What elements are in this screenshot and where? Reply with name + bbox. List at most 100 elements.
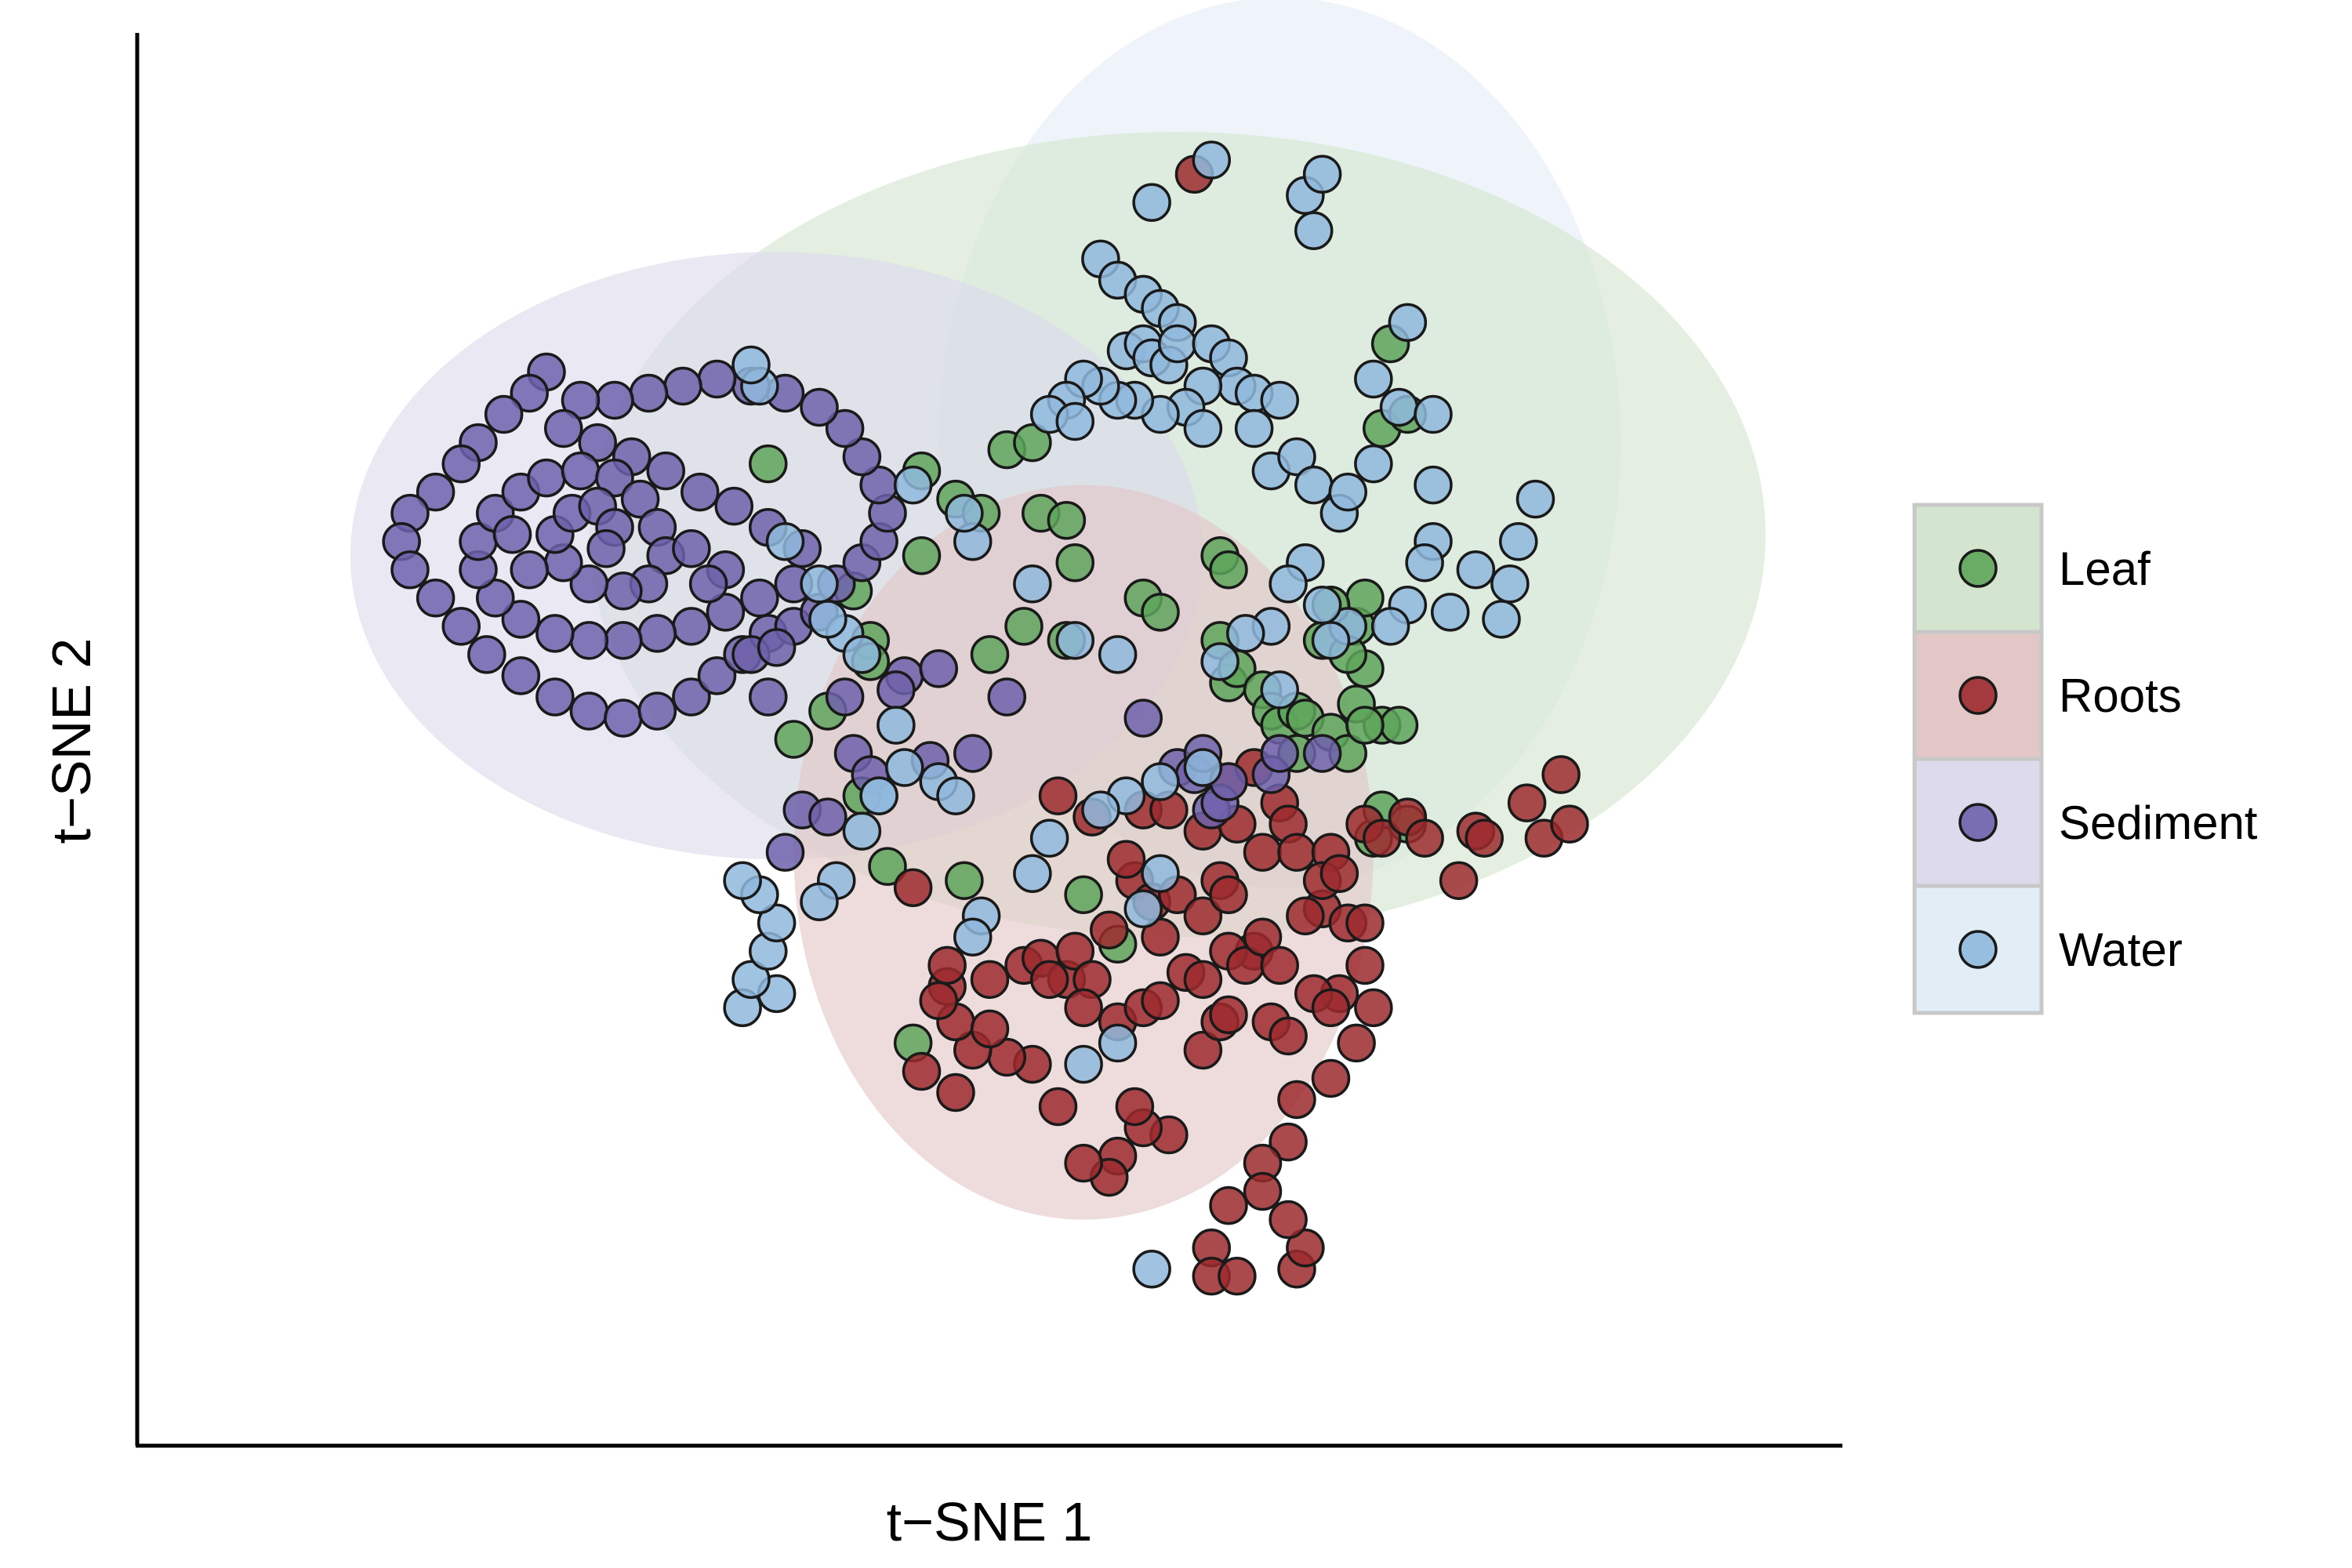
legend-marker-sediment (1958, 803, 1998, 842)
point-water (1431, 593, 1470, 632)
point-water (1158, 324, 1197, 364)
point-leaf (1345, 706, 1385, 745)
point-sediment (825, 677, 865, 717)
point-sediment (467, 635, 506, 674)
point-water (800, 564, 839, 604)
y-axis-label: t−SNE 2 (41, 638, 102, 844)
point-sediment (476, 579, 515, 618)
point-sediment (492, 514, 532, 554)
point-sediment (706, 593, 746, 632)
point-sediment (578, 423, 617, 463)
point-water (1123, 889, 1163, 928)
point-water (1328, 472, 1367, 512)
point-water (1055, 621, 1094, 660)
point-roots (1541, 755, 1581, 794)
point-sediment (544, 408, 583, 448)
point-water (1277, 437, 1316, 477)
point-sediment (1260, 734, 1299, 773)
point-sediment (586, 528, 626, 568)
point-water (1200, 642, 1240, 681)
point-water (842, 635, 882, 674)
point-sediment (757, 628, 797, 667)
point-roots (1090, 910, 1129, 950)
point-water (1302, 154, 1342, 194)
legend-marker-leaf (1958, 549, 1998, 588)
point-water (1370, 607, 1410, 646)
point-roots (1345, 946, 1385, 985)
legend-label-water: Water (2059, 924, 2183, 976)
point-water (1405, 543, 1444, 583)
point-water (953, 917, 993, 957)
point-sediment (595, 458, 634, 498)
point-roots (902, 1051, 942, 1091)
point-water (1055, 401, 1094, 441)
point-water (893, 465, 933, 505)
point-roots (1269, 1122, 1308, 1162)
point-sediment (646, 451, 685, 491)
point-roots (1319, 854, 1359, 893)
point-roots (1507, 783, 1547, 822)
point-water (1132, 1250, 1171, 1289)
point-sediment (800, 387, 839, 427)
point-roots (1286, 896, 1325, 935)
point-sediment (987, 677, 1026, 717)
point-sediment (595, 380, 634, 420)
point-sediment (825, 408, 865, 448)
point-water (1183, 408, 1223, 448)
point-sediment (501, 656, 541, 695)
scatter-points (382, 140, 1589, 1296)
point-roots (1183, 960, 1223, 1000)
legend-marker-roots (1958, 676, 1998, 715)
point-sediment (569, 564, 609, 604)
point-water (1098, 1023, 1138, 1063)
point-sediment (697, 359, 737, 399)
point-roots (970, 1009, 1010, 1049)
point-roots (1115, 1087, 1155, 1127)
point-roots (1277, 1080, 1316, 1120)
point-roots (1064, 1143, 1103, 1183)
point-water (1013, 564, 1052, 604)
point-leaf (1379, 706, 1419, 745)
point-sediment (441, 444, 481, 484)
point-roots (1243, 1171, 1283, 1211)
point-leaf (1064, 875, 1103, 914)
point-water (1132, 183, 1171, 222)
legend-label-leaf: Leaf (2059, 543, 2151, 595)
point-water (1081, 790, 1120, 829)
point-leaf (749, 444, 788, 484)
point-roots (1405, 818, 1444, 858)
point-water (1260, 380, 1299, 420)
point-roots (1269, 1016, 1308, 1056)
point-sediment (527, 458, 566, 498)
point-roots (1243, 917, 1283, 957)
point-roots (1269, 1200, 1308, 1240)
point-roots (1550, 804, 1589, 844)
point-sediment (714, 486, 753, 526)
point-roots (1363, 818, 1402, 858)
point-sediment (535, 614, 575, 653)
point-sediment (765, 833, 805, 872)
point-leaf (1209, 550, 1248, 590)
point-water (1294, 211, 1334, 251)
point-roots (927, 946, 967, 985)
point-sediment (441, 607, 481, 646)
point-sediment (740, 579, 779, 618)
point-sediment (604, 572, 643, 611)
point-sediment (510, 550, 549, 590)
point-water (1269, 564, 1308, 604)
point-roots (1029, 960, 1069, 1000)
point-sediment (569, 691, 609, 731)
point-roots (893, 868, 933, 907)
point-water (1490, 564, 1530, 604)
point-sediment (501, 600, 541, 639)
point-sediment (672, 607, 711, 646)
point-leaf (1055, 543, 1094, 583)
point-water (1013, 854, 1052, 893)
point-water (1029, 818, 1069, 858)
point-sediment (510, 373, 549, 413)
point-roots (970, 960, 1010, 1000)
point-leaf (902, 535, 942, 575)
point-water (731, 960, 771, 1000)
point-water (936, 776, 975, 815)
point-sediment (604, 699, 643, 738)
